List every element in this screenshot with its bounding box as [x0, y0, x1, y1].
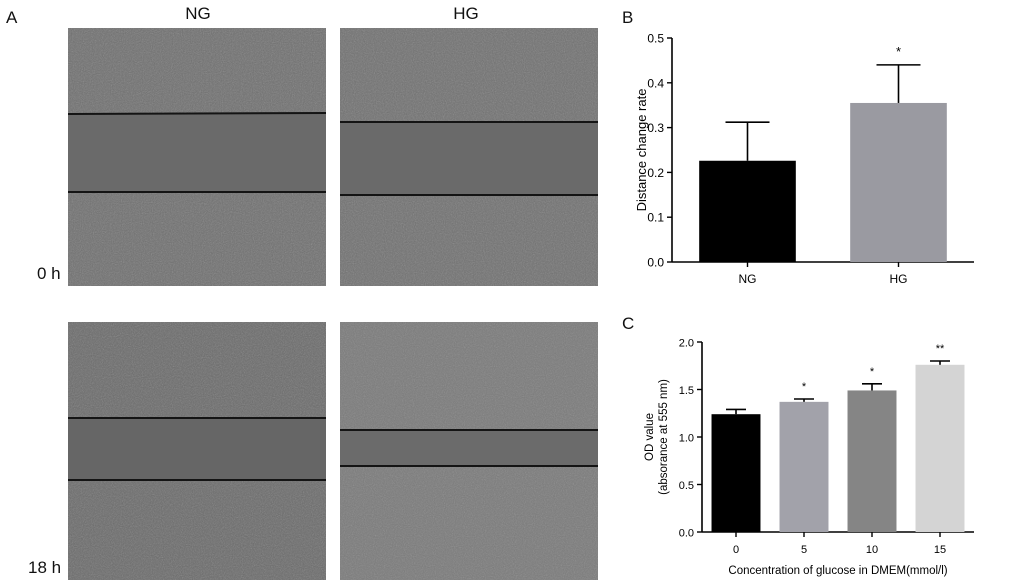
bar-ng: [699, 160, 796, 262]
y-tick-label: 0.0: [679, 528, 694, 540]
y-axis-label: OD value: [644, 413, 656, 461]
bar-0: [711, 414, 761, 532]
y-tick-label: 1.5: [679, 385, 694, 397]
y-tick-label: 0.2: [647, 166, 664, 180]
micrograph-hg-18h: [340, 322, 598, 580]
x-tick-label: 15: [934, 544, 946, 556]
y-axis-label: Distance change rate: [634, 89, 649, 212]
x-tick-label: HG: [890, 272, 908, 286]
y-tick-label: 0.5: [647, 32, 664, 46]
panel-b-letter: B: [622, 8, 634, 27]
chart-c: 0.0 0.5 1.0 1.5 2.0 0 * 5 * 10 ** 15 OD value (absora…: [644, 338, 974, 577]
y-tick-label: 1.0: [679, 433, 694, 445]
significance-mark: *: [802, 381, 807, 393]
y-tick-label: 2.0: [679, 338, 694, 350]
micrograph-ng-0h: [68, 28, 326, 286]
column-label-ng: NG: [185, 4, 211, 23]
row-label-0h: 0 h: [37, 264, 61, 283]
bar-10: [847, 390, 897, 532]
panel-a-letter: A: [6, 8, 18, 27]
bar-15: [915, 364, 965, 532]
y-tick-label: 0.5: [679, 480, 694, 492]
x-tick-label: 5: [801, 544, 807, 556]
x-tick-label: NG: [739, 272, 757, 286]
bar-5: [779, 401, 829, 532]
chart-b: 0.0 0.1 0.2 0.3 0.4 0.5 NG * HG Distance change r…: [634, 32, 974, 286]
x-axis-label: Concentration of glucose in DMEM(mmol/l): [728, 565, 947, 577]
x-tick-label: 0: [733, 544, 739, 556]
bar-hg: [850, 102, 947, 263]
significance-mark: *: [870, 366, 875, 378]
significance-mark: **: [936, 343, 945, 355]
row-label-18h: 18 h: [28, 558, 62, 577]
significance-mark: *: [896, 44, 901, 59]
x-tick-label: 10: [866, 544, 878, 556]
panel-c-letter: C: [622, 314, 635, 333]
y-tick-label: 0.4: [647, 76, 664, 90]
y-tick-label: 0.1: [647, 211, 664, 225]
y-tick-label: 0.0: [647, 256, 664, 270]
micrograph-hg-0h: [340, 28, 598, 286]
micrograph-ng-18h: [68, 322, 326, 580]
y-tick-label: 0.3: [647, 121, 664, 135]
y-axis-label-secondary: (absorance at 555 nm): [658, 379, 670, 495]
column-label-hg: HG: [453, 4, 479, 23]
